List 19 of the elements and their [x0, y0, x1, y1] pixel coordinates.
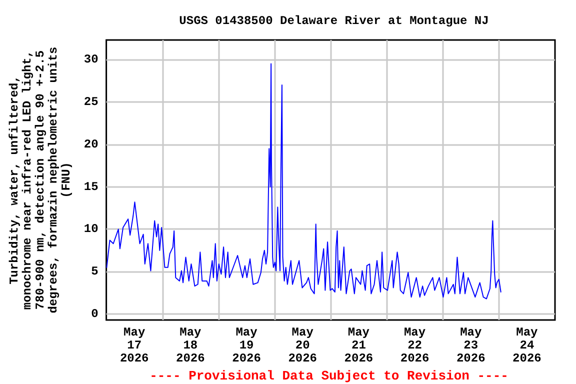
- y-tick-label: 5: [91, 264, 98, 279]
- line-series: [106, 63, 502, 300]
- x-tick-label: May 22 2026: [400, 326, 430, 366]
- x-tick-label: May 23 2026: [456, 326, 486, 366]
- y-axis-title: Turbidity, water, unfiltered, monochrome near infra-red LED light, 780-900 nm, detection angle 90 +-2.5 degrees, formazin nephelometric units (FNU): [8, 46, 74, 314]
- y-tick-label: 10: [84, 222, 98, 236]
- chart-title: USGS 01438500 Delaware River at Montague NJ: [179, 14, 489, 28]
- y-tick-label: 25: [84, 94, 98, 109]
- y-tick-label: 0: [91, 307, 98, 322]
- x-tick-label: May 17 2026: [120, 326, 149, 366]
- y-tick-label: 30: [84, 52, 98, 67]
- x-tick-label: May 20 2026: [288, 326, 318, 366]
- y-tick-label: 15: [84, 180, 98, 194]
- y-tick-label: 20: [84, 137, 98, 152]
- text: ---- Provisional Data Subject to Revision ----: [150, 368, 508, 384]
- x-tick-label: May 24 2026: [512, 326, 542, 366]
- x-tick-label: May 21 2026: [344, 326, 374, 366]
- x-tick-label: May 18 2026: [176, 326, 205, 366]
- x-tick-label: May 19 2026: [232, 326, 261, 366]
